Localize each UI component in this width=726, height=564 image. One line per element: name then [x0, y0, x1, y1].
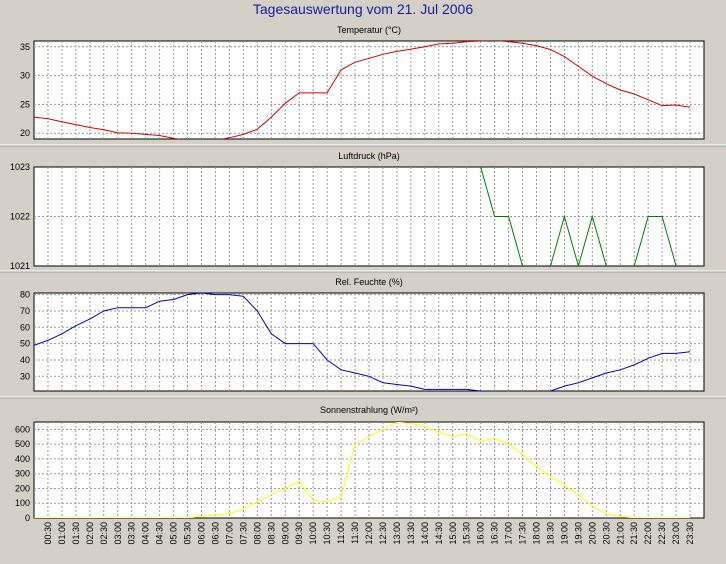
- x-tick-label: 01:30: [71, 522, 81, 545]
- panel-title: Temperatur (°C): [337, 25, 401, 35]
- x-tick-label: 14:30: [434, 522, 444, 545]
- chart-panel-2: 1021 1022 1023 Luftdruck (hPa): [10, 151, 705, 271]
- panel-title: Sonnenstrahlung (W/m²): [320, 405, 418, 415]
- chart-panel-1: 20 25 30 35 Temperatur (°C): [20, 25, 705, 140]
- y-tick-label: 30: [20, 371, 30, 381]
- x-tick-label: 09:30: [294, 522, 304, 545]
- y-tick-label: 200: [15, 483, 30, 493]
- x-tick-label: 13:00: [392, 522, 402, 545]
- x-tick-label: 16:30: [490, 522, 500, 545]
- x-tick-label: 16:00: [476, 522, 486, 545]
- x-tick-label: 11:00: [336, 522, 346, 544]
- series-line: [34, 293, 691, 391]
- x-tick-label: 02:30: [99, 522, 109, 545]
- x-tick-label: 19:30: [573, 522, 583, 545]
- y-tick-label: 600: [15, 424, 30, 434]
- series-line: [34, 422, 690, 518]
- x-tick-label: 23:30: [685, 522, 695, 545]
- x-tick-label: 15:00: [448, 522, 458, 545]
- x-tick-label: 18:30: [546, 522, 556, 545]
- y-tick-label: 400: [15, 454, 30, 464]
- x-tick-label: 04:30: [155, 522, 165, 545]
- x-tick-label: 04:00: [141, 522, 151, 545]
- y-tick-label: 1021: [10, 261, 30, 271]
- x-tick-label: 14:00: [420, 522, 430, 545]
- x-tick-label: 18:00: [532, 522, 542, 545]
- x-tick-label: 21:30: [629, 522, 639, 545]
- y-tick-label: 35: [20, 42, 30, 52]
- x-tick-label: 05:00: [169, 522, 179, 545]
- y-tick-label: 1023: [10, 162, 30, 172]
- y-tick-label: 0: [25, 513, 30, 523]
- y-tick-label: 300: [15, 469, 30, 479]
- y-tick-label: 1022: [10, 212, 30, 222]
- x-tick-label: 22:30: [657, 522, 667, 545]
- y-tick-label: 30: [20, 71, 30, 81]
- x-tick-label: 12:00: [364, 522, 374, 545]
- y-tick-label: 20: [20, 128, 30, 138]
- x-tick-label: 17:30: [518, 522, 528, 545]
- x-tick-label: 22:00: [643, 522, 653, 545]
- x-tick-label: 20:00: [587, 522, 597, 545]
- x-tick-label: 11:30: [350, 522, 360, 544]
- y-tick-label: 60: [20, 322, 30, 332]
- x-tick-label: 05:30: [183, 522, 193, 545]
- x-tick-label: 13:30: [406, 522, 416, 545]
- y-tick-label: 80: [20, 290, 30, 300]
- x-tick-label: 08:30: [266, 522, 276, 545]
- x-tick-label: 03:00: [113, 522, 123, 545]
- x-tick-label: 06:00: [197, 522, 207, 545]
- x-tick-label: 09:00: [280, 522, 290, 545]
- x-tick-label: 01:00: [57, 522, 67, 545]
- chart-panel-3: 30 40 50 60 70 80 Rel. Feuchte (%): [20, 277, 705, 392]
- x-tick-label: 02:00: [85, 522, 95, 545]
- panel-title: Luftdruck (hPa): [338, 151, 400, 161]
- x-tick-label: 10:30: [322, 522, 332, 545]
- y-tick-label: 100: [15, 498, 30, 508]
- x-axis-labels: 00:30 01:00 01:30 02:00 02:30 03:00 03:30 04:00…: [43, 522, 695, 545]
- y-tick-label: 70: [20, 306, 30, 316]
- x-tick-label: 15:30: [462, 522, 472, 545]
- y-tick-label: 25: [20, 99, 30, 109]
- y-tick-label: 40: [20, 355, 30, 365]
- x-tick-label: 17:00: [504, 522, 514, 545]
- x-tick-label: 21:00: [615, 522, 625, 545]
- x-tick-label: 06:30: [211, 522, 221, 545]
- x-tick-label: 23:00: [671, 522, 681, 545]
- x-tick-label: 19:00: [559, 522, 569, 545]
- page-title: Tagesauswertung vom 21. Jul 2006: [252, 1, 474, 17]
- y-tick-label: 500: [15, 439, 30, 449]
- chart-panel-4: 0 100 200 300 400 500 600 Sonnenstrahlung (W/m²…: [15, 405, 705, 523]
- x-tick-label: 03:30: [127, 522, 137, 545]
- x-tick-label: 12:30: [378, 522, 388, 545]
- y-tick-label: 50: [20, 339, 30, 349]
- x-tick-label: 10:00: [308, 522, 318, 545]
- x-tick-label: 08:00: [252, 522, 262, 545]
- panel-title: Rel. Feuchte (%): [335, 277, 403, 287]
- x-tick-label: 07:30: [238, 522, 248, 545]
- x-tick-label: 00:30: [43, 522, 53, 545]
- series-line: [480, 167, 677, 266]
- x-tick-label: 07:00: [224, 522, 234, 545]
- series-line: [34, 41, 691, 139]
- x-tick-label: 20:30: [601, 522, 611, 545]
